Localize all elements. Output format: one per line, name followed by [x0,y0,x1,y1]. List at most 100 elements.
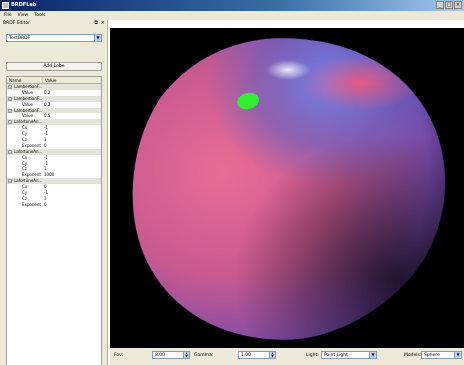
chevron-down-icon[interactable]: ▼ [94,35,101,41]
gamma-spin-arrows-icon[interactable]: ▲ ▼ [269,352,275,358]
menu-view[interactable]: View [17,13,29,18]
column-header-value[interactable]: Value [45,78,57,83]
tree-row-name: LafortuneAn... [14,178,43,184]
fov-value: 8,00 [155,353,166,358]
tree-group-row[interactable]: − LambertianF... [7,95,101,102]
minimize-button[interactable]: _ [436,1,444,9]
tree-property-row[interactable]: Exponent 0 [7,143,101,149]
tree-row-value[interactable]: 0 [44,184,47,190]
expand-collapse-icon[interactable]: − [8,96,12,101]
light-label: Light: [306,353,319,358]
brdf-sphere-render [110,28,464,348]
tree-group-row[interactable]: − LafortuneAn... [7,178,101,185]
fov-label: Fov: [114,353,124,358]
maximize-button[interactable]: □ [445,1,453,9]
menu-tools[interactable]: Tools [34,13,46,18]
menu-file[interactable]: File [4,13,12,18]
tree-row-value[interactable]: -1 [44,160,48,166]
tree-row-name: Cz [22,137,27,143]
tree-row-value[interactable]: 1 [44,195,47,201]
float-panel-icon[interactable]: ⧉ [94,20,98,26]
window-title: BRDFLab [11,2,37,8]
tree-row-name: Cz [22,166,27,172]
tree-group-row[interactable]: − LambertianF... [7,84,101,90]
app-icon [2,2,9,9]
close-button[interactable]: × [454,1,462,9]
title-bar: BRDFLab _ □ × [0,0,464,11]
tree-row-value[interactable]: 0,2 [44,89,51,95]
menu-bar: File View Tools [0,11,464,20]
chevron-down-icon[interactable]: ▼ [369,352,376,358]
expand-collapse-icon[interactable]: − [8,149,12,154]
tree-property-row[interactable]: Exponent 0 [7,202,101,208]
tree-body: − LambertianF... Value 0,2− LambertianF... Va… [7,84,101,208]
expand-collapse-icon[interactable]: − [8,179,12,184]
tree-row-value[interactable]: 0,5 [44,113,51,119]
fov-input[interactable]: 8,00 ▲ ▼ [152,351,190,359]
tree-property-row[interactable]: Exponent 1000 [7,172,101,178]
tree-row-value[interactable]: 1 [44,166,47,172]
tree-row-value[interactable]: -1 [44,190,48,196]
tree-row-name: LambertianF... [14,95,43,101]
tree-row-value[interactable]: 1000 [44,172,55,178]
brdf-select-value: TestBRDF [9,36,31,41]
tree-row-name: Cx [22,154,28,160]
tree-group-row[interactable]: − LambertianF... [7,107,101,114]
chevron-down-icon[interactable]: ▼ [454,352,461,358]
column-header-name[interactable]: Name [7,77,43,83]
expand-collapse-icon[interactable]: − [8,120,12,125]
tree-row-value[interactable]: -1 [44,154,48,160]
render-toolbar: Fov: 8,00 ▲ ▼ Gamma: 1,00 ▲ ▼ Light: Point… [110,348,464,365]
tree-row-name: Value [22,113,33,119]
close-panel-icon[interactable]: × [100,20,105,26]
tree-property-row[interactable]: Cz 1 [7,196,101,202]
tree-property-row[interactable]: Cy -1 [7,190,101,196]
tree-row-value[interactable]: 1 [44,137,47,143]
tree-row-name: Exponent [22,172,41,178]
expand-collapse-icon[interactable]: − [8,108,12,113]
tree-property-row[interactable]: Cx 0 [7,184,101,190]
tree-row-value[interactable]: 0 [44,201,47,207]
tree-row-value[interactable]: 0 [44,142,47,148]
brdf-editor-panel: BRDF Editor ⧉ × TestBRDF ▼ Add Lobe Name… [0,20,108,365]
tree-row-name: Cy [22,190,28,196]
light-select[interactable]: Point Light ▼ [321,351,377,359]
tree-group-row[interactable]: − LafortuneAn... [7,148,101,155]
tree-property-row[interactable]: Value 0,2 [7,102,101,108]
tree-row-name: Exponent [22,142,41,148]
tree-row-name: LambertianF... [14,84,43,89]
panel-title: BRDF Editor [3,21,31,26]
lobe-tree[interactable]: Name Value − LambertianF... Value 0,2− Lambe… [6,76,102,365]
models-select[interactable]: Sphere ▼ [421,351,462,359]
models-select-value: Sphere [424,353,440,358]
tree-header: Name Value [7,77,101,84]
expand-collapse-icon[interactable]: − [8,85,12,89]
gamma-value: 1,00 [241,353,252,358]
tree-property-row[interactable]: Cz 1 [7,137,101,143]
tree-row-name: LafortuneAn... [14,148,43,154]
add-lobe-button[interactable]: Add Lobe [6,62,102,71]
brdf-select[interactable]: TestBRDF ▼ [6,34,102,42]
tree-group-row[interactable]: − LafortuneAn... [7,119,101,126]
tree-property-row[interactable]: Value 0,5 [7,113,101,119]
tree-row-value[interactable]: 0,2 [44,101,51,107]
tree-row-name: Cz [22,195,27,201]
fov-spin-arrows-icon[interactable]: ▲ ▼ [183,352,189,358]
tree-property-row[interactable]: Cy -1 [7,161,101,167]
tree-property-row[interactable]: Cx -1 [7,125,101,131]
gamma-label: Gamma: [194,353,214,358]
tree-row-value[interactable]: -1 [44,125,48,131]
tree-property-row[interactable]: Cy -1 [7,131,101,137]
panel-header: BRDF Editor ⧉ × [0,20,108,28]
tree-row-value[interactable]: -1 [44,131,48,137]
tree-row-name: Cx [22,184,28,190]
render-viewport[interactable] [110,28,464,348]
gamma-input[interactable]: 1,00 ▲ ▼ [238,351,276,359]
models-label: Models: [404,353,422,358]
tree-property-row[interactable]: Cx -1 [7,155,101,161]
tree-row-name: LafortuneAn... [14,119,43,125]
tree-row-name: Cx [22,125,28,131]
tree-property-row[interactable]: Value 0,2 [7,90,101,96]
specular-highlight [237,92,259,110]
tree-property-row[interactable]: Cz 1 [7,166,101,172]
